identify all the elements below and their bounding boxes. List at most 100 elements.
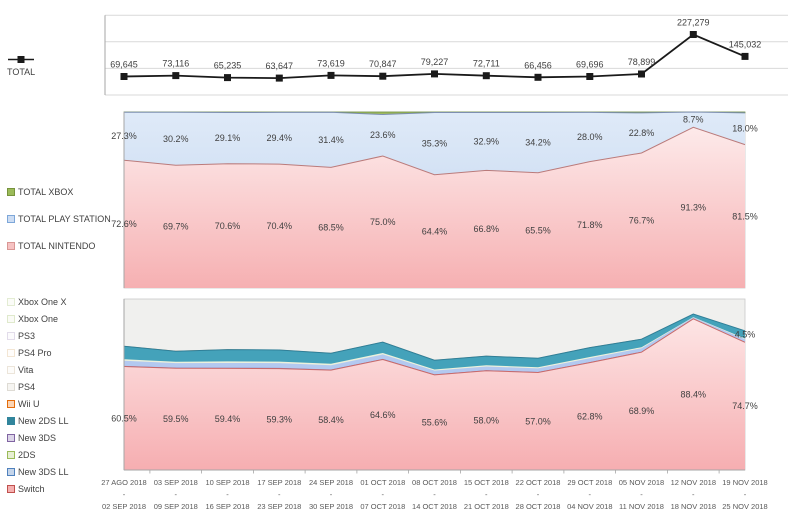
legend-item: New 2DS LL bbox=[7, 416, 69, 426]
total-data-label: 145,032 bbox=[729, 39, 762, 49]
total-marker bbox=[120, 73, 128, 80]
date-label-from: 10 SEP 2018 bbox=[205, 478, 249, 487]
date-label-separator: - bbox=[278, 490, 281, 499]
nintendo-share-label: 71.8% bbox=[577, 220, 603, 230]
legend-item: 2DS bbox=[7, 450, 69, 460]
date-label-to: 21 OCT 2018 bbox=[464, 502, 509, 511]
legend-swatch-icon bbox=[7, 366, 15, 374]
playstation-share-label: 8.7% bbox=[683, 115, 704, 125]
legend-swatch-icon bbox=[7, 468, 15, 476]
legend-swatch-icon bbox=[7, 215, 15, 223]
date-label-separator: - bbox=[330, 490, 333, 499]
total-plot: 69,645 73,116 65,235 63,647 73,619 70,847 79,2… bbox=[104, 14, 788, 96]
date-label-from: 03 SEP 2018 bbox=[154, 478, 198, 487]
playstation-share-label: 28.0% bbox=[577, 132, 603, 142]
playstation-share-label: 23.6% bbox=[370, 130, 396, 140]
playstation-share-label: 35.3% bbox=[422, 139, 448, 149]
nintendo-share-label: 68.5% bbox=[318, 223, 344, 233]
legend-swatch-icon bbox=[7, 349, 15, 357]
switch-share-label: 57.0% bbox=[525, 416, 551, 426]
legend-swatch-icon bbox=[7, 400, 15, 408]
date-label-from: 19 NOV 2018 bbox=[722, 478, 767, 487]
legend-item-label: Xbox One X bbox=[18, 297, 67, 307]
legend-swatch-icon bbox=[7, 298, 15, 306]
playstation-share-label: 32.9% bbox=[474, 137, 500, 147]
legend-item: TOTAL NINTENDO bbox=[7, 241, 111, 251]
date-label-separator: - bbox=[692, 490, 695, 499]
legend-item-label: Switch bbox=[18, 484, 45, 494]
legend-swatch-icon bbox=[7, 315, 15, 323]
legend-item-label: TOTAL NINTENDO bbox=[18, 241, 96, 251]
legend-item-label: TOTAL PLAY STATION bbox=[18, 214, 111, 224]
new-2ds-ll-share-label: 4.5% bbox=[735, 330, 756, 340]
playstation-share-label: 29.1% bbox=[215, 133, 241, 143]
date-label-to: 11 NOV 2018 bbox=[619, 502, 664, 511]
legend-item-label: PS3 bbox=[18, 331, 36, 341]
legend-item-label: New 3DS bbox=[18, 433, 57, 443]
playstation-share-label: 18.0% bbox=[732, 124, 758, 134]
nintendo-share-label: 66.8% bbox=[474, 224, 500, 234]
playstation-share-label: 30.2% bbox=[163, 134, 189, 144]
date-label-to: 23 SEP 2018 bbox=[257, 502, 301, 511]
playstation-share-label: 27.3% bbox=[111, 131, 137, 141]
model-legend: Xbox One X Xbox One PS3 PS4 Pro Vita PS4 Wii U… bbox=[7, 297, 69, 494]
legend-item: PS3 bbox=[7, 331, 69, 341]
total-marker bbox=[431, 70, 438, 78]
switch-share-label: 59.5% bbox=[163, 414, 189, 424]
date-label-from: 24 SEP 2018 bbox=[309, 478, 353, 487]
legend-swatch-icon bbox=[7, 332, 15, 340]
nintendo-share-label: 65.5% bbox=[525, 225, 551, 235]
total-data-label: 63,647 bbox=[266, 61, 294, 71]
playstation-share-label: 29.4% bbox=[267, 133, 293, 143]
legend-item-label: Wii U bbox=[18, 399, 40, 409]
date-label-separator: - bbox=[589, 490, 592, 499]
nintendo-share-label: 91.3% bbox=[681, 203, 707, 213]
legend-item: Vita bbox=[7, 365, 69, 375]
date-label-to: 18 NOV 2018 bbox=[671, 502, 716, 511]
area-switch bbox=[124, 318, 745, 470]
total-legend: TOTAL bbox=[7, 55, 35, 77]
legend-item-label: 2DS bbox=[18, 450, 36, 460]
total-marker bbox=[482, 72, 490, 80]
date-label-from: 08 OCT 2018 bbox=[412, 478, 457, 487]
date-label-to: 25 NOV 2018 bbox=[722, 502, 767, 511]
playstation-share-label: 31.4% bbox=[318, 135, 344, 145]
total-data-label: 227,279 bbox=[677, 18, 710, 28]
total-marker bbox=[741, 52, 749, 60]
date-label-separator: - bbox=[640, 490, 643, 499]
area-total-nintendo bbox=[124, 127, 745, 288]
legend-item: New 3DS bbox=[7, 433, 69, 443]
date-label-separator: - bbox=[433, 490, 436, 499]
new-2ds-ll-boundary bbox=[123, 313, 746, 361]
switch-share-label: 62.8% bbox=[577, 411, 603, 421]
total-marker bbox=[586, 73, 594, 80]
date-label-to: 28 OCT 2018 bbox=[516, 502, 561, 511]
total-marker bbox=[379, 72, 387, 80]
playstation-boundary bbox=[124, 111, 746, 116]
date-label-from: 15 OCT 2018 bbox=[464, 478, 509, 487]
date-label-from: 29 OCT 2018 bbox=[567, 478, 612, 487]
total-data-label: 69,696 bbox=[576, 60, 604, 70]
legend-swatch-icon bbox=[7, 434, 15, 442]
nintendo-share-label: 70.6% bbox=[215, 221, 241, 231]
total-marker bbox=[689, 31, 697, 38]
date-label-from: 27 AGO 2018 bbox=[101, 478, 146, 487]
switch-share-label: 58.0% bbox=[474, 415, 500, 425]
total-data-label: 73,116 bbox=[162, 59, 189, 69]
total-data-label: 70,847 bbox=[369, 59, 397, 69]
switch-boundary bbox=[123, 318, 746, 376]
date-label-to: 30 SEP 2018 bbox=[309, 502, 353, 511]
playstation-share-label: 34.2% bbox=[525, 138, 551, 148]
date-label-from: 12 NOV 2018 bbox=[671, 478, 716, 487]
total-data-label: 79,227 bbox=[421, 57, 449, 67]
nintendo-share-label: 81.5% bbox=[732, 211, 758, 221]
legend-item: TOTAL XBOX bbox=[7, 187, 111, 197]
legend-swatch-icon bbox=[7, 451, 15, 459]
date-label-to: 16 SEP 2018 bbox=[205, 502, 249, 511]
switch-share-label: 60.5% bbox=[111, 413, 137, 423]
legend-item-label: PS4 Pro bbox=[18, 348, 52, 358]
legend-item: Wii U bbox=[7, 399, 69, 409]
legend-item: PS4 Pro bbox=[7, 348, 69, 358]
date-label-to: 14 OCT 2018 bbox=[412, 502, 457, 511]
switch-share-label: 74.7% bbox=[732, 401, 758, 411]
